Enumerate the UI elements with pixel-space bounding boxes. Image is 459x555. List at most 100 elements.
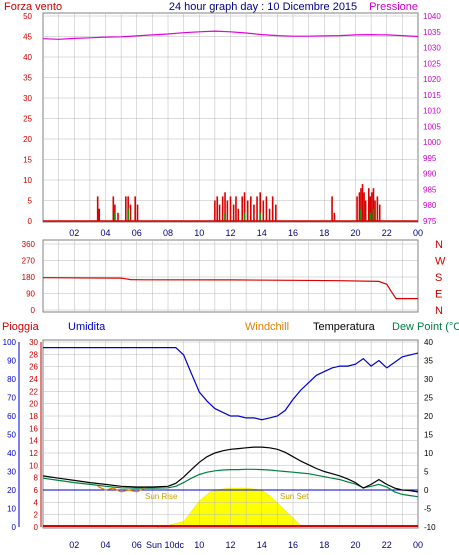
sun-marker-label: Sun 10dc xyxy=(146,540,185,550)
pressure-tick-label: 1030 xyxy=(423,44,441,53)
pressure-tick-label: 990 xyxy=(423,170,437,179)
humidity-tick-label: 0 xyxy=(12,523,17,532)
wind-average-bar xyxy=(259,212,261,221)
wind-gust-bar xyxy=(265,196,268,221)
wind-gust-bar xyxy=(96,196,99,221)
wind-average-bar xyxy=(243,212,246,221)
panel2-grid xyxy=(43,241,418,311)
direction-degree-ticks: 0 90 180 270 360 xyxy=(22,240,36,315)
wind-gust-bar xyxy=(271,196,274,221)
chart-title: 24 hour graph day : 10 Dicembre 2015 xyxy=(169,1,357,13)
wind-tick-label: 30 xyxy=(23,94,32,103)
wind-gust-bar xyxy=(117,212,119,221)
windchill-label: Windchill xyxy=(245,321,289,333)
wind-gust-bar xyxy=(125,196,127,221)
rain-tick-label: 4 xyxy=(34,498,39,507)
wind-gust-bar xyxy=(214,200,216,221)
rain-label: Pioggia xyxy=(2,321,40,333)
hour-tick-label: 06 xyxy=(132,228,142,238)
wind-tick-label: 0 xyxy=(28,217,33,226)
rain-tick-label: 30 xyxy=(29,338,38,347)
temperature-label: Temperatura xyxy=(313,321,376,333)
wind-gust-bar xyxy=(371,192,373,221)
hour-tick-label: 22 xyxy=(382,228,392,238)
hour-tick-label: 12 xyxy=(225,540,235,550)
panel1-grid xyxy=(43,14,418,221)
humidity-tick-label: 100 xyxy=(3,338,17,347)
temperature-tick-label: -5 xyxy=(424,505,432,514)
temperature-tick-label: 0 xyxy=(424,486,429,495)
humidity-axis-ticks: 0 10 20 30 40 50 60 70 80 90 100 xyxy=(3,338,20,532)
direction-degree-label: 0 xyxy=(31,306,36,315)
wind-gust-bar xyxy=(333,212,336,221)
rain-tick-label: 2 xyxy=(34,511,39,520)
pressure-tick-label: 980 xyxy=(423,201,437,210)
wind-tick-label: 50 xyxy=(23,12,32,21)
hour-tick-label: 02 xyxy=(69,228,79,238)
hour-tick-label: 08 xyxy=(163,228,173,238)
temperature-tick-label: 25 xyxy=(424,394,433,403)
temperature-series-line xyxy=(42,446,419,493)
temperature-tick-label: 5 xyxy=(424,468,429,477)
humidity-series-line xyxy=(43,347,419,421)
wind-gust-bar xyxy=(232,204,235,221)
wind-gust-bar xyxy=(372,188,375,221)
hour-tick-label: 14 xyxy=(257,228,267,238)
wind-gust-bar xyxy=(356,196,358,221)
hour-tick-label: 04 xyxy=(100,228,110,238)
wind-direction-series-line xyxy=(42,277,418,300)
humidity-tick-label: 50 xyxy=(7,431,16,440)
humidity-tick-label: 90 xyxy=(7,357,16,366)
hour-tick-label: 10 xyxy=(194,540,204,550)
direction-degree-label: 360 xyxy=(22,240,36,249)
wind-tick-label: 10 xyxy=(23,176,32,185)
direction-degree-label: 270 xyxy=(22,257,36,266)
pressure-tick-label: 1035 xyxy=(423,28,441,37)
dewpoint-label: Dew Point (°C xyxy=(392,321,459,333)
wind-gust-bar xyxy=(259,192,261,221)
hour-tick-label: 16 xyxy=(288,540,298,550)
hour-tick-label: 06 xyxy=(132,540,142,550)
wind-bars xyxy=(96,184,381,221)
wind-gust-bar xyxy=(374,200,376,221)
direction-letter: N xyxy=(435,305,443,317)
rain-tick-label: 10 xyxy=(29,461,38,470)
pressure-tick-label: 1040 xyxy=(423,12,441,21)
direction-letter: S xyxy=(435,272,442,284)
wind-tick-label: 5 xyxy=(28,197,33,206)
pressure-tick-label: 1020 xyxy=(423,75,441,84)
hour-tick-label: 10 xyxy=(194,228,204,238)
pressure-tick-label: 985 xyxy=(423,185,437,194)
wind-axis-ticks: 0 5 10 15 20 25 30 35 40 45 50 xyxy=(23,12,32,226)
wind-tick-label: 25 xyxy=(23,115,32,124)
pressure-tick-label: 1010 xyxy=(423,107,441,116)
direction-degree-label: 180 xyxy=(22,273,36,282)
wind-gust-bar xyxy=(253,204,255,221)
humidity-label: Umidita xyxy=(68,321,106,333)
humidity-tick-label: 20 xyxy=(7,486,16,495)
rain-tick-label: 20 xyxy=(29,400,38,409)
rain-tick-label: 8 xyxy=(34,474,39,483)
wind-gust-bar xyxy=(226,200,229,221)
hour-tick-label: 14 xyxy=(257,540,267,550)
wind-gust-bar xyxy=(367,188,370,221)
pressure-tick-label: 975 xyxy=(423,217,437,226)
wind-tick-label: 40 xyxy=(23,53,32,62)
hour-tick-label: 22 xyxy=(382,540,392,550)
panel3-hour-ticks: 02 04 06 10 12 14 16 18 20 22 00 xyxy=(69,540,423,550)
wind-tick-label: 45 xyxy=(23,33,32,42)
rain-tick-label: 28 xyxy=(29,350,38,359)
wind-gust-bar xyxy=(237,208,240,221)
temperature-tick-label: 40 xyxy=(424,338,433,347)
pressure-axis-ticks: 975 980 985 990 995 1000 1005 1010 1015 1020 1025 1… xyxy=(423,12,441,226)
sun-set-label: Sun Set xyxy=(280,492,309,501)
rain-tick-label: 0 xyxy=(34,523,39,532)
rain-tick-label: 18 xyxy=(29,412,38,421)
wind-gust-bar xyxy=(243,192,246,221)
wind-average-bar xyxy=(372,208,375,221)
temp-humidity-panel: Pioggia Umidita Windchill Temperatura De… xyxy=(2,321,459,550)
wind-gust-bar xyxy=(112,196,115,221)
